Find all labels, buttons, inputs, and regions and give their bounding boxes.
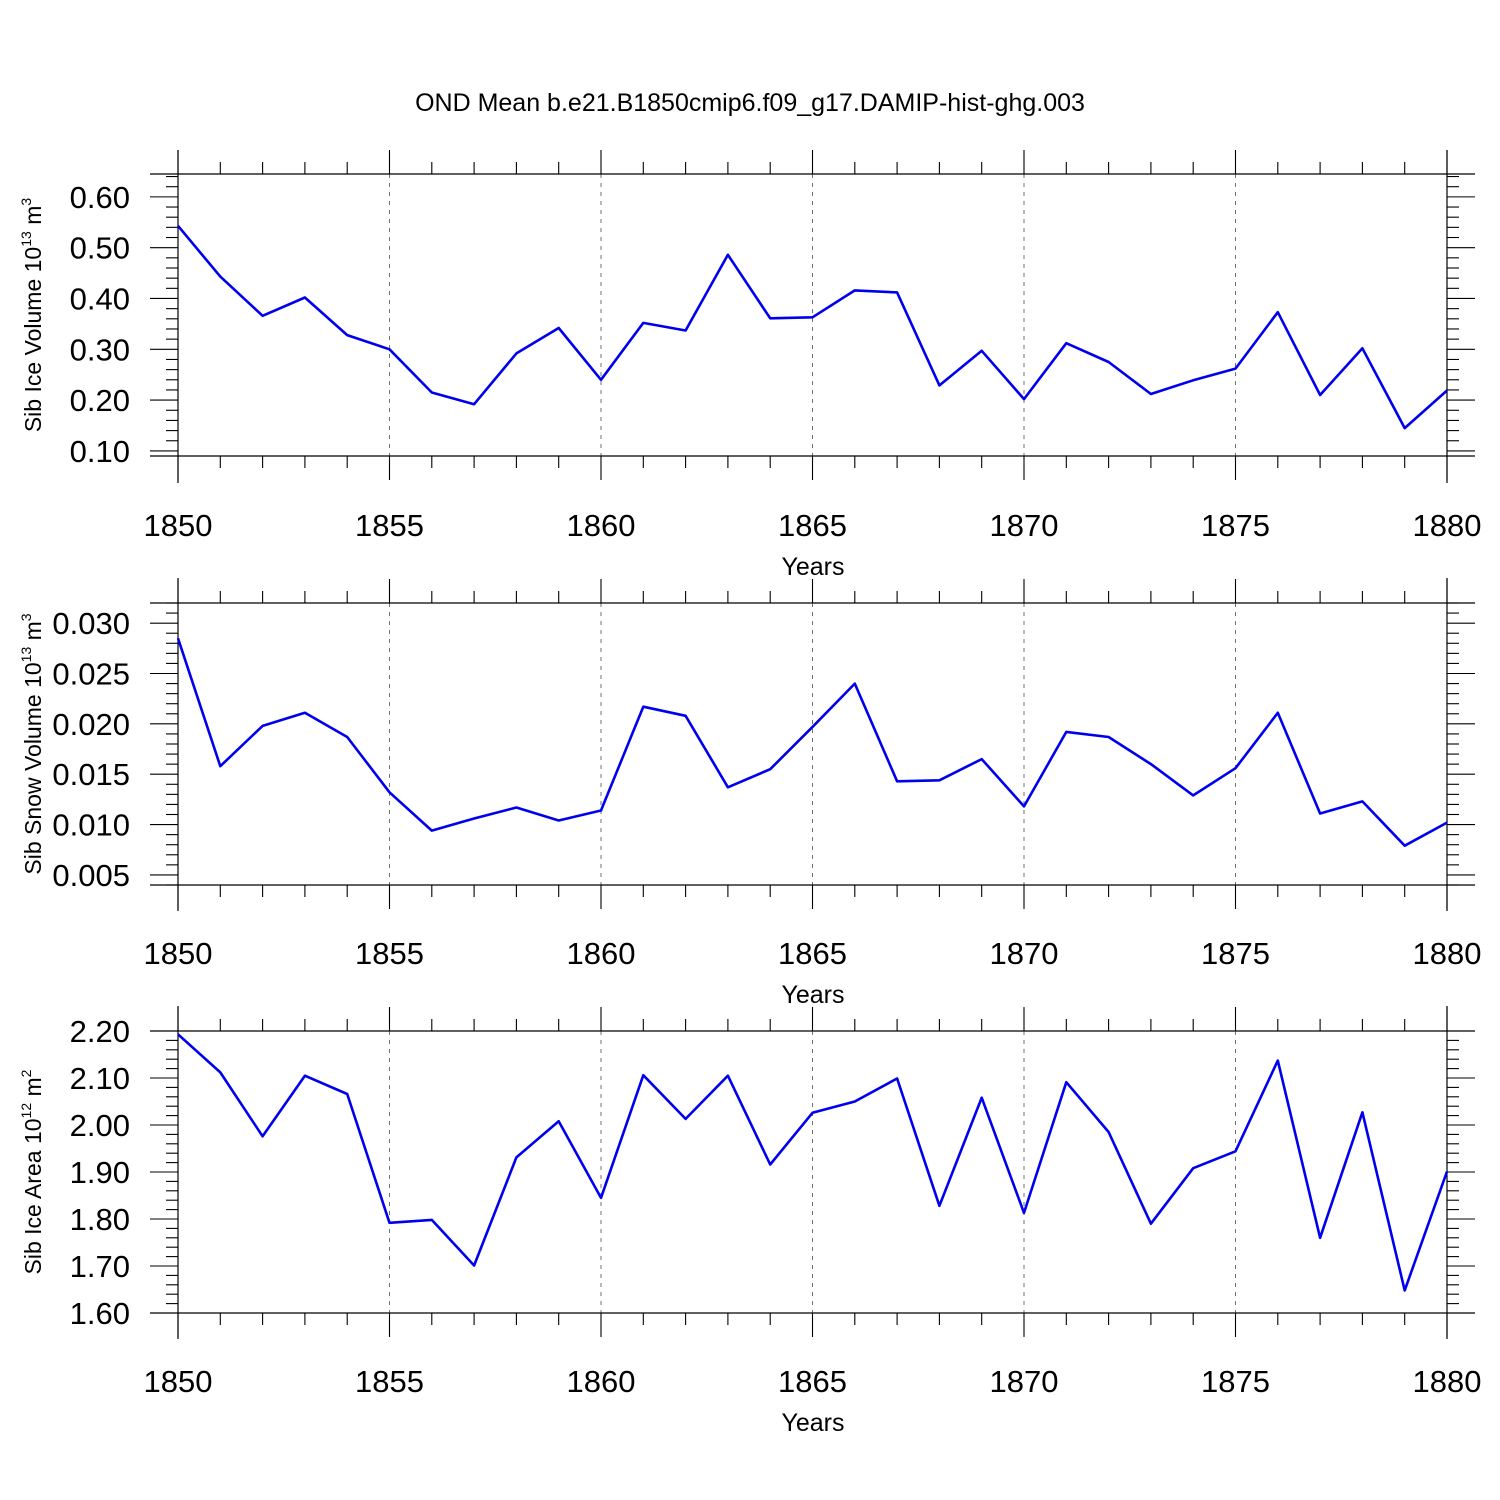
y-tick-label: 0.015 [52, 757, 130, 792]
series-line [177, 224, 1448, 430]
x-tick-label: 1850 [144, 1364, 213, 1399]
x-tick-label: 1855 [355, 1364, 424, 1399]
y-tick-label: 0.60 [70, 180, 130, 215]
y-tick-label: 1.60 [70, 1296, 130, 1331]
x-tick-label: 1880 [1413, 1364, 1482, 1399]
x-tick-label: 1865 [778, 936, 847, 971]
x-tick-label: 1860 [567, 936, 636, 971]
chart-panels: 1850 1855 1860 1865 1870 1875 1880 0.10 0.20 0.30… [18, 150, 1481, 1437]
x-tick-label: 1875 [1201, 508, 1270, 543]
x-tick-label: 1870 [990, 508, 1059, 543]
x-tick-label: 1880 [1413, 508, 1482, 543]
y-tick-label: 1.90 [70, 1155, 130, 1190]
x-tick-label: 1850 [144, 936, 213, 971]
y-tick-label: 0.005 [52, 858, 130, 893]
x-tick-label: 1865 [778, 508, 847, 543]
chart-title: OND Mean b.e21.B1850cmip6.f09_g17.DAMIP-… [415, 89, 1085, 117]
y-tick-label: 1.80 [70, 1202, 130, 1237]
x-tick-label: 1880 [1413, 936, 1482, 971]
y-tick-label: 0.10 [70, 434, 130, 469]
y-tick-label: 0.20 [70, 383, 130, 418]
x-axis-label: Years [781, 981, 844, 1009]
panel-1: 1850 1855 1860 1865 1870 1875 1880 0.10 0.20 0.30… [18, 150, 1481, 581]
series-line [177, 1033, 1449, 1292]
y-tick-label: 0.030 [52, 606, 130, 641]
y-axis-label: Sib Ice Area 1012 m2 [18, 1069, 46, 1274]
x-tick-label: 1875 [1201, 936, 1270, 971]
x-tick-label: 1855 [355, 936, 424, 971]
x-axis-label: Years [781, 1409, 844, 1437]
y-tick-label: 0.40 [70, 281, 130, 316]
x-tick-label: 1855 [355, 508, 424, 543]
x-tick-label: 1875 [1201, 1364, 1270, 1399]
x-tick-label: 1860 [567, 1364, 636, 1399]
y-tick-label: 0.025 [52, 657, 130, 692]
y-tick-label: 0.50 [70, 231, 130, 266]
y-tick-label: 1.70 [70, 1249, 130, 1284]
x-tick-label: 1860 [567, 508, 636, 543]
series-line [176, 637, 1448, 848]
y-tick-label: 0.020 [52, 707, 130, 742]
panel-2: 1850 1855 1860 1865 1870 1875 1880 0.005 0.010 0.… [18, 578, 1481, 1009]
y-axis-label: Sib Ice Volume 1013 m3 [18, 198, 46, 433]
y-tick-label: 0.30 [70, 332, 130, 367]
x-tick-label: 1865 [778, 1364, 847, 1399]
x-tick-label: 1850 [144, 508, 213, 543]
y-tick-label: 2.00 [70, 1108, 130, 1143]
panel-3: 1850 1855 1860 1865 1870 1875 1880 1.60 1.70 1.80… [18, 1006, 1481, 1437]
x-tick-label: 1870 [990, 1364, 1059, 1399]
y-tick-label: 2.10 [70, 1061, 130, 1096]
x-tick-label: 1870 [990, 936, 1059, 971]
y-tick-label: 2.20 [70, 1014, 130, 1049]
y-axis-label: Sib Snow Volume 1013 m3 [18, 613, 46, 874]
x-axis-label: Years [781, 553, 844, 581]
y-tick-label: 0.010 [52, 808, 130, 843]
